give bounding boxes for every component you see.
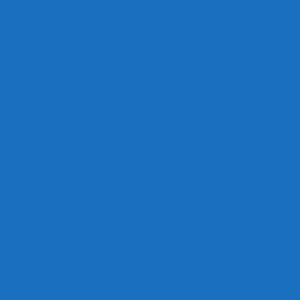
Bar <box>6 6 294 68</box>
Text: C: C <box>275 133 280 142</box>
Bar <box>129 225 147 235</box>
Bar <box>62 194 72 212</box>
Circle shape <box>133 235 143 245</box>
Bar <box>60 155 67 160</box>
Bar <box>204 200 211 205</box>
Bar <box>124 88 152 110</box>
Text: B: B <box>198 69 204 78</box>
Bar <box>204 194 214 212</box>
Circle shape <box>249 88 263 102</box>
Bar <box>122 150 154 210</box>
Text: butterfly valve-DIN-btw. flangers: butterfly valve-DIN-btw. flangers <box>53 44 247 54</box>
Text: D₁: D₁ <box>214 176 223 184</box>
Text: D₂: D₂ <box>240 176 249 184</box>
Bar <box>72 170 122 190</box>
Bar <box>204 148 214 212</box>
Bar <box>132 110 144 150</box>
Bar <box>129 210 147 235</box>
Text: SV DIN-ZFA m. Orbitalschweißende: SV DIN-ZFA m. Orbitalschweißende <box>47 20 253 30</box>
Bar <box>6 70 294 294</box>
Text: D₃: D₃ <box>16 176 25 184</box>
Text: A₂: A₂ <box>134 261 142 270</box>
Bar <box>204 155 211 160</box>
Bar <box>62 148 72 212</box>
Text: A₁: A₁ <box>134 271 142 280</box>
Bar <box>125 158 151 202</box>
Bar <box>60 200 67 205</box>
Bar <box>154 170 204 190</box>
